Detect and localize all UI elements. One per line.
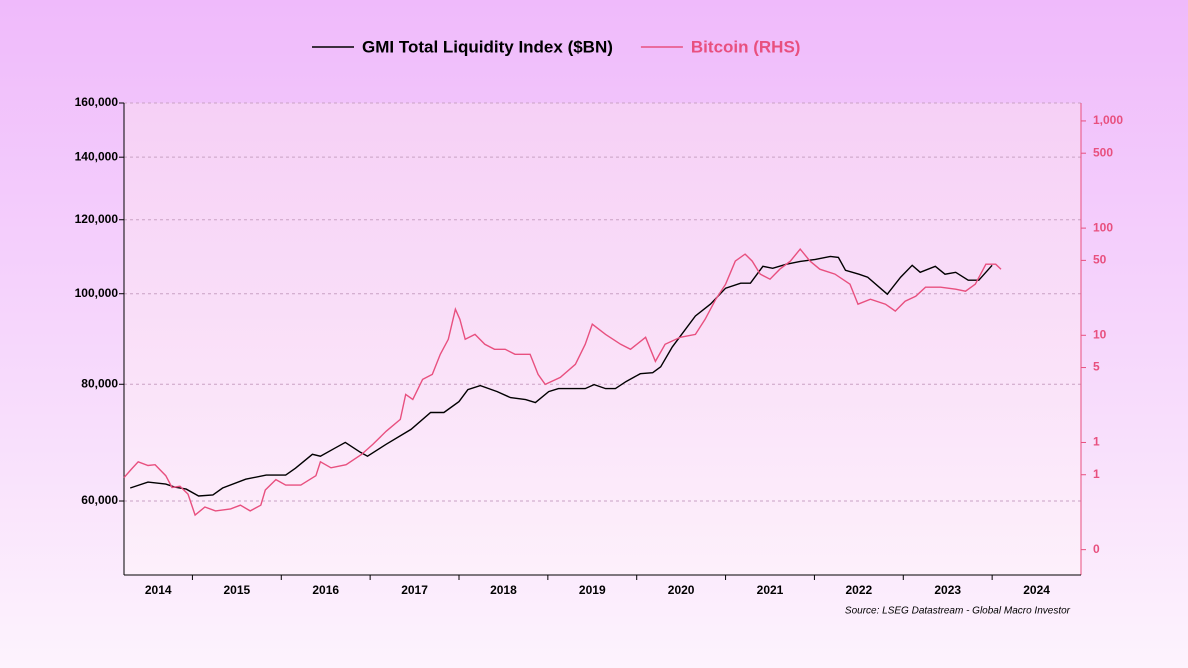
x-tick-label: 2021 — [757, 583, 784, 597]
x-tick-label: 2023 — [934, 583, 961, 597]
x-tick-label: 2016 — [312, 583, 339, 597]
x-tick-label: 2020 — [668, 583, 695, 597]
x-tick-label: 2024 — [1023, 583, 1050, 597]
y2-tick-label: 1,000 — [1093, 113, 1123, 127]
y-tick-label: 120,000 — [75, 212, 119, 226]
source-note: Source: LSEG Datastream - Global Macro I… — [845, 606, 1071, 617]
x-tick-label: 2015 — [223, 583, 250, 597]
y2-tick-label: 50 — [1093, 253, 1107, 267]
y2-tick-label: 100 — [1093, 220, 1113, 234]
y2-tick-label: 5 — [1093, 360, 1100, 374]
x-tick-label: 2018 — [490, 583, 517, 597]
x-tick-label: 2014 — [145, 583, 172, 597]
legend-label: GMI Total Liquidity Index ($BN) — [362, 37, 613, 56]
y2-tick-label: 0 — [1093, 542, 1100, 556]
y2-tick-label: 1 — [1093, 435, 1100, 449]
y-tick-label: 100,000 — [75, 286, 119, 300]
series-line — [123, 247, 1002, 517]
y2-tick-label: 500 — [1093, 145, 1113, 159]
y-tick-label: 140,000 — [75, 149, 119, 163]
x-tick-label: 2019 — [579, 583, 606, 597]
y2-tick-label: 1 — [1093, 467, 1100, 481]
y-tick-label: 80,000 — [81, 376, 118, 390]
y-tick-label: 60,000 — [81, 493, 118, 507]
series-line — [129, 255, 993, 497]
x-tick-label: 2022 — [846, 583, 873, 597]
y2-tick-label: 10 — [1093, 327, 1107, 341]
legend-label: Bitcoin (RHS) — [691, 37, 801, 56]
x-tick-label: 2017 — [401, 583, 428, 597]
plot-area — [124, 103, 1081, 575]
y-tick-label: 160,000 — [75, 95, 119, 109]
